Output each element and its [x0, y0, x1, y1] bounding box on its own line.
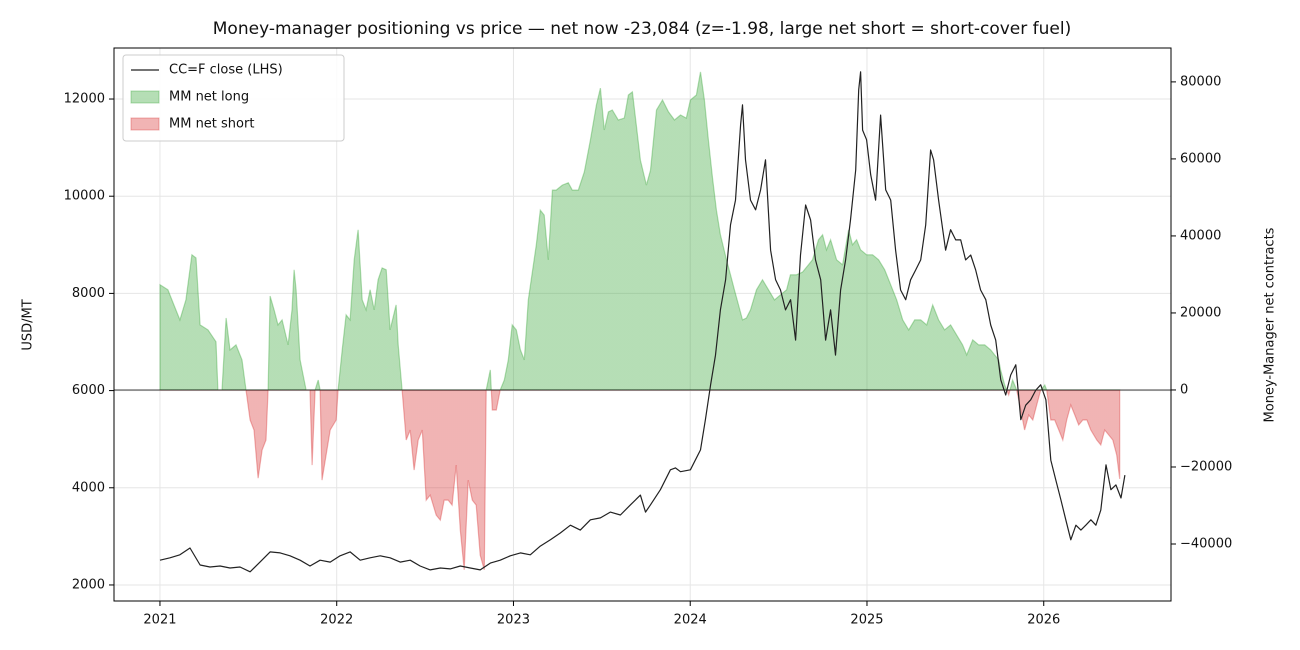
y-tick-label: 10000 — [64, 189, 105, 204]
x-tick-label: 2022 — [320, 613, 353, 628]
x-tick-label: 2023 — [497, 613, 530, 628]
legend-label: MM net long — [169, 90, 249, 105]
price-line — [159, 71, 1126, 573]
plot-frame — [113, 47, 1172, 602]
x-tick-label: 2025 — [850, 613, 883, 628]
y-tick-label: 4000 — [72, 480, 105, 495]
y-axis-label: USD/MT — [21, 299, 36, 350]
legend-label: MM net short — [169, 117, 254, 132]
legend-swatch — [130, 90, 160, 104]
y2-tick-label: −20000 — [1180, 459, 1232, 474]
net-area — [159, 71, 1121, 570]
y-tick-label: 6000 — [72, 383, 105, 398]
y-tick-label: 8000 — [72, 286, 105, 301]
y2-tick-label: 80000 — [1180, 74, 1221, 89]
legend-swatch — [130, 117, 160, 131]
x-tick-label: 2021 — [143, 613, 176, 628]
legend-box — [122, 54, 345, 142]
legend-label: CC=F close (LHS) — [169, 63, 283, 78]
y2-tick-label: 60000 — [1180, 151, 1221, 166]
chart-title: Money-manager positioning vs price — net… — [213, 19, 1071, 39]
y-tick-label: 2000 — [72, 577, 105, 592]
y2-axis-label: Money-Manager net contracts — [1263, 227, 1278, 422]
y-tick-label: 12000 — [64, 92, 105, 107]
y2-tick-label: −40000 — [1180, 537, 1232, 552]
x-tick-label: 2026 — [1027, 613, 1060, 628]
y2-tick-label: 40000 — [1180, 228, 1221, 243]
y2-tick-label: 20000 — [1180, 305, 1221, 320]
x-tick-label: 2024 — [674, 613, 707, 628]
y2-tick-label: 0 — [1180, 382, 1188, 397]
